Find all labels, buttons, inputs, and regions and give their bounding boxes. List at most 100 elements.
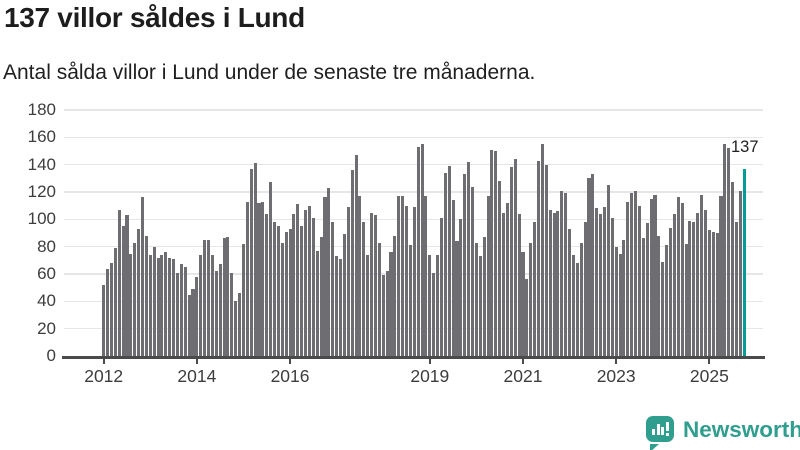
y-gridline	[64, 136, 763, 139]
bar	[137, 228, 141, 356]
bar	[241, 243, 245, 356]
bar	[284, 231, 288, 356]
bar	[680, 202, 684, 356]
bar	[579, 242, 583, 356]
bar	[160, 254, 164, 356]
bar	[125, 215, 129, 356]
bar	[168, 257, 172, 356]
bar	[354, 155, 358, 356]
bar	[455, 241, 459, 356]
bar	[552, 212, 556, 356]
bar	[645, 223, 649, 356]
bar	[156, 257, 160, 356]
bar	[292, 213, 296, 356]
bar	[113, 248, 117, 356]
bar	[109, 263, 113, 356]
y-gridline	[64, 109, 763, 111]
bar	[641, 238, 645, 356]
brand-name: Newsworthy	[683, 417, 800, 442]
y-axis-tick-label: 160	[27, 127, 56, 147]
bar	[513, 159, 517, 356]
bar	[350, 170, 354, 356]
bar	[692, 222, 696, 356]
y-axis-tick-label: 140	[27, 154, 56, 174]
highlighted-bar	[742, 168, 746, 356]
bar	[296, 204, 300, 356]
bar	[311, 217, 315, 356]
bar	[253, 163, 257, 356]
bar	[222, 238, 226, 356]
bar	[603, 207, 607, 356]
bar	[323, 197, 327, 356]
y-axis-tick-label: 20	[37, 318, 56, 338]
bar	[715, 233, 719, 356]
bar	[102, 284, 106, 356]
bar	[521, 252, 525, 356]
y-gridline	[64, 163, 763, 166]
chart-subtitle: Antal sålda villor i Lund under de senas…	[3, 61, 536, 84]
x-axis-tick	[289, 359, 292, 364]
bar	[249, 168, 253, 356]
bar	[331, 222, 335, 356]
x-axis-tick	[615, 359, 618, 364]
bar	[269, 182, 273, 356]
newsworthy-logo[interactable]: Newsworthy	[644, 413, 800, 450]
bar	[540, 144, 544, 356]
bar	[723, 144, 727, 356]
bar	[245, 201, 249, 356]
bar	[471, 186, 475, 356]
y-axis-tick-label: 180	[27, 100, 56, 119]
bar	[505, 202, 509, 356]
bar	[280, 242, 284, 356]
bar	[548, 209, 552, 356]
bar	[273, 222, 277, 356]
bar	[529, 242, 533, 356]
bar	[564, 193, 568, 356]
bar	[439, 217, 443, 356]
bar	[315, 250, 319, 356]
bar	[362, 222, 366, 356]
bar	[711, 231, 715, 356]
bar	[210, 254, 214, 356]
bar	[140, 197, 145, 356]
bar	[688, 220, 692, 356]
bar	[735, 222, 739, 356]
bar	[327, 187, 331, 356]
bar	[307, 205, 311, 356]
bar	[436, 254, 440, 356]
bar	[637, 205, 641, 356]
bar	[672, 213, 676, 356]
bar	[738, 190, 742, 356]
bar	[342, 234, 346, 356]
x-axis-tick-label: 2014	[177, 366, 217, 386]
bar	[397, 196, 401, 356]
bar	[606, 185, 610, 356]
bar	[385, 271, 389, 356]
bar	[420, 144, 424, 356]
bar	[405, 205, 409, 356]
bar	[571, 254, 575, 356]
bar	[676, 197, 680, 356]
bar	[393, 235, 397, 356]
bar	[179, 264, 183, 356]
bar	[467, 161, 471, 356]
bar	[276, 226, 280, 356]
bar	[358, 196, 362, 356]
bar	[459, 219, 463, 356]
bar	[696, 212, 700, 356]
bar	[129, 253, 133, 356]
y-axis-tick-label: 40	[37, 291, 56, 311]
y-axis-tick-label: 100	[27, 209, 56, 229]
bar	[218, 264, 222, 356]
bar	[502, 212, 506, 356]
x-axis-tick-label: 2025	[689, 366, 729, 386]
bubble-tail	[650, 444, 659, 450]
bar	[144, 235, 148, 356]
x-axis-tick-label: 2023	[596, 366, 636, 386]
bar	[610, 217, 614, 356]
bar	[238, 293, 242, 356]
bar	[657, 235, 661, 356]
bar	[152, 246, 156, 356]
bar	[517, 213, 521, 356]
bar	[490, 149, 494, 356]
